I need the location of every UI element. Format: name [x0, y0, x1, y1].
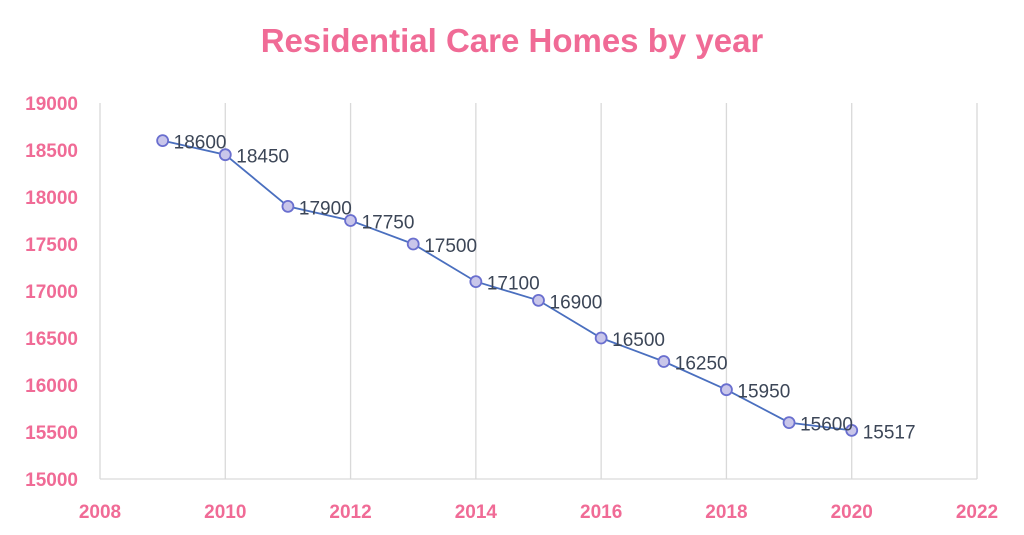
data-label: 16900 [550, 292, 603, 313]
data-point [720, 383, 733, 397]
data-point [657, 355, 671, 368]
series-line [162, 139, 852, 432]
chart-title: Residential Care Homes by year [260, 22, 764, 59]
grid-lines [99, 103, 978, 479]
y-tick-label: 16500 [25, 329, 78, 350]
y-tick-label: 19000 [25, 94, 78, 115]
data-point [782, 416, 796, 430]
data-point [281, 199, 295, 213]
data-point [469, 275, 483, 289]
data-label: 16500 [612, 330, 665, 351]
data-label: 17500 [424, 236, 477, 257]
data-point [156, 134, 170, 148]
y-tick-label: 17000 [25, 282, 78, 303]
data-point [218, 148, 232, 162]
x-tick-label: 2012 [329, 502, 371, 523]
data-point [532, 293, 545, 307]
data-point [845, 424, 859, 437]
x-tick-label: 2016 [580, 502, 622, 523]
x-tick-label: 2020 [831, 502, 873, 523]
x-tick-label: 2018 [705, 502, 747, 523]
data-label: 17900 [299, 198, 352, 219]
data-label: 15517 [863, 422, 916, 443]
series-polyline [162, 139, 852, 432]
y-tick-label: 15500 [25, 423, 78, 444]
x-tick-label: 2010 [204, 502, 246, 523]
y-tick-label: 18500 [25, 141, 78, 162]
data-point [406, 237, 420, 251]
x-tick-label: 2008 [79, 502, 121, 523]
data-label: 16250 [675, 354, 728, 375]
data-labels: 18600 18450 17900 17750 17500 17100 16900 16500… [174, 133, 916, 444]
data-point [344, 214, 357, 227]
data-label: 17100 [487, 274, 540, 295]
x-tick-labels: 2008 2010 2012 2014 2016 2018 2020 2022 [79, 502, 998, 523]
y-tick-label: 16000 [25, 376, 78, 397]
y-tick-label: 18000 [25, 188, 78, 209]
data-label: 15950 [737, 382, 790, 403]
data-label: 18450 [236, 147, 289, 168]
x-tick-label: 2014 [455, 502, 498, 523]
y-tick-label: 17500 [25, 235, 78, 256]
data-label: 18600 [174, 133, 227, 154]
y-tick-labels: 15000 15500 16000 16500 17000 17500 18000 18500… [25, 94, 78, 491]
y-tick-label: 15000 [25, 470, 78, 491]
data-points [156, 134, 859, 437]
data-label: 15600 [800, 415, 853, 436]
x-tick-label: 2022 [956, 502, 998, 523]
data-point [594, 331, 608, 345]
data-label: 17750 [362, 213, 415, 234]
